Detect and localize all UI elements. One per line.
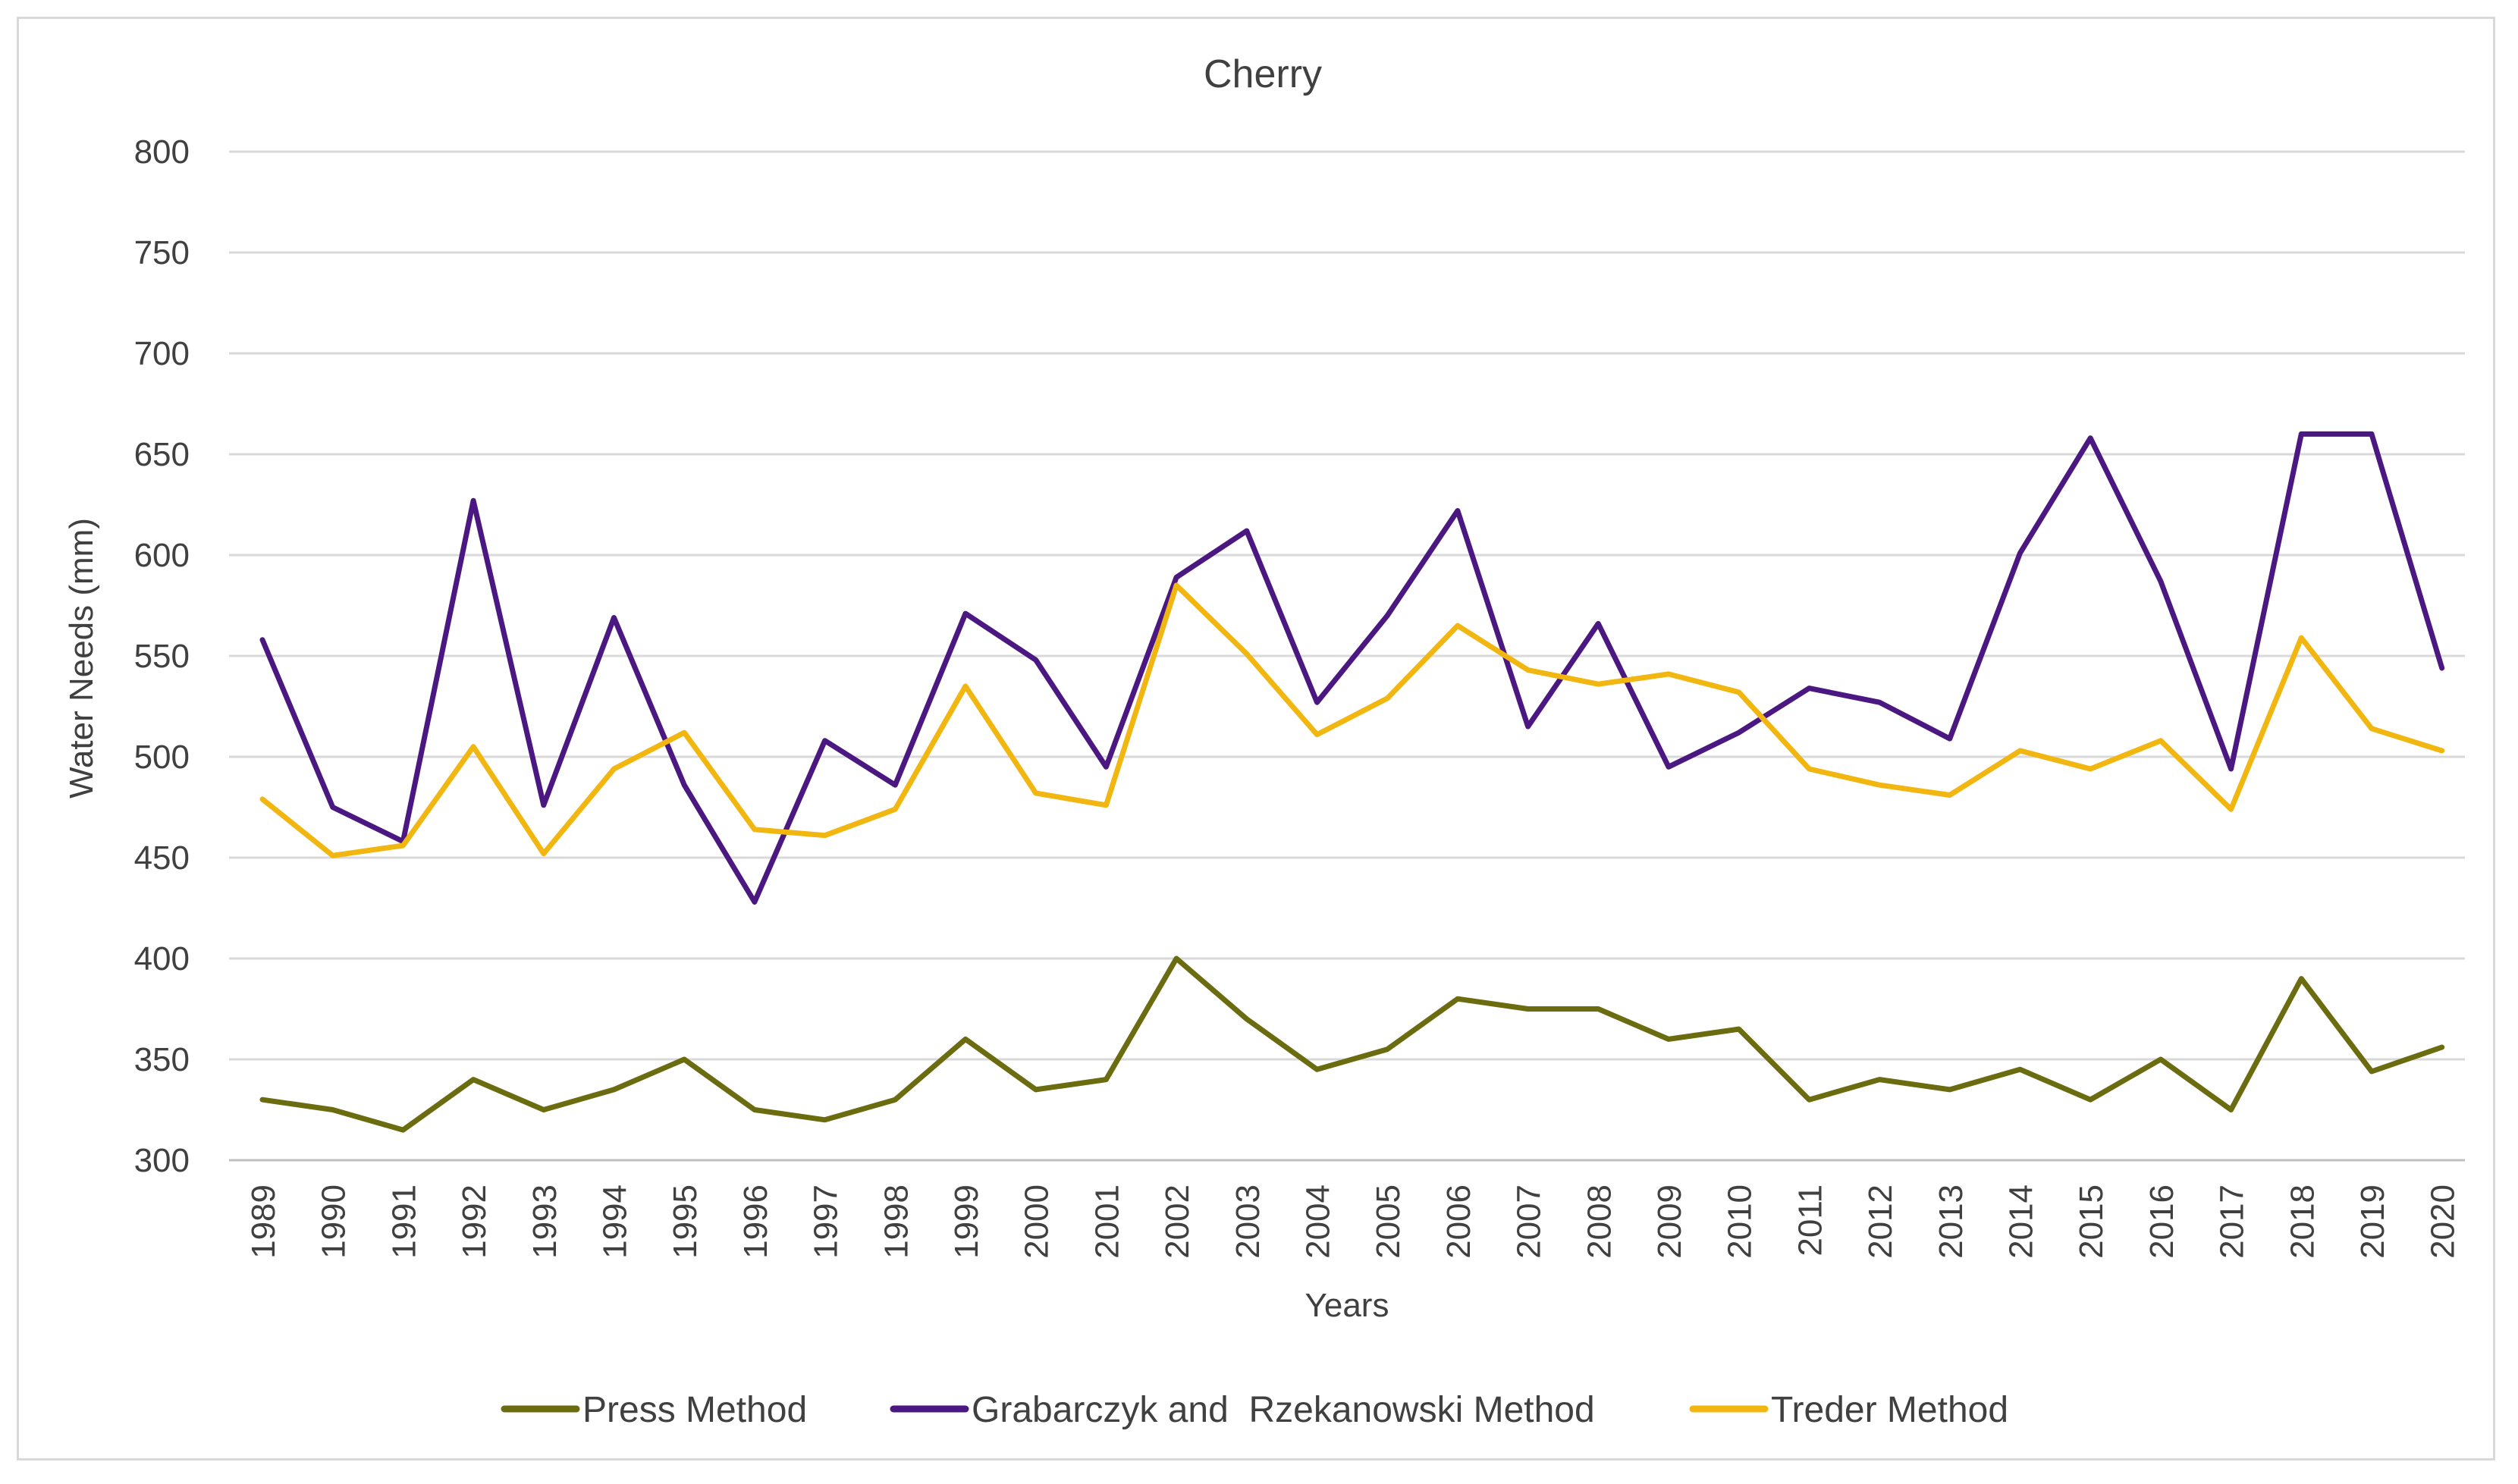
x-tick-label: 2020 bbox=[2425, 1184, 2462, 1259]
x-tick-label: 2005 bbox=[1370, 1184, 1407, 1259]
gridlines bbox=[229, 150, 2465, 1061]
series-line-2 bbox=[259, 582, 2445, 858]
y-tick-label: 450 bbox=[134, 839, 190, 877]
y-tick-label: 350 bbox=[134, 1041, 190, 1078]
y-tick-label: 750 bbox=[134, 234, 190, 271]
x-tick-label: 1995 bbox=[667, 1184, 704, 1259]
legend-label-0: Press Method bbox=[582, 1390, 807, 1430]
x-tick-label: 2010 bbox=[1722, 1184, 1759, 1259]
legend-label-2: Treder Method bbox=[1771, 1390, 2008, 1430]
x-tick-label: 1999 bbox=[948, 1184, 985, 1259]
x-tick-label: 2008 bbox=[1581, 1184, 1618, 1259]
x-tick-label: 2000 bbox=[1019, 1184, 1056, 1259]
x-tick-label: 2016 bbox=[2143, 1184, 2180, 1259]
x-tick-label: 1996 bbox=[737, 1184, 774, 1259]
x-tick-label: 2013 bbox=[1932, 1184, 1970, 1259]
y-tick-label: 600 bbox=[134, 537, 190, 574]
x-tick-label: 2004 bbox=[1300, 1184, 1337, 1259]
legend-label-1: Grabarczyk and Rzekanowski Method bbox=[972, 1390, 1595, 1430]
y-axis-label: Water Needs (mm) bbox=[63, 518, 100, 798]
x-tick-label: 2001 bbox=[1088, 1184, 1126, 1259]
x-tick-label: 2003 bbox=[1229, 1184, 1267, 1259]
x-tick-label: 1993 bbox=[526, 1184, 564, 1259]
y-tick-label: 700 bbox=[134, 335, 190, 372]
x-tick-label: 2012 bbox=[1862, 1184, 1899, 1259]
x-tick-label: 1998 bbox=[878, 1184, 915, 1259]
legend: Press Method Grabarczyk and Rzekanowski M… bbox=[501, 1390, 2008, 1430]
x-tick-label: 2018 bbox=[2284, 1184, 2321, 1259]
series-line-1 bbox=[259, 431, 2445, 905]
y-tick-label: 800 bbox=[134, 133, 190, 171]
x-tick-label: 2011 bbox=[1791, 1184, 1829, 1257]
x-tick-label: 2017 bbox=[2214, 1184, 2251, 1259]
x-tick-label: 2014 bbox=[2003, 1184, 2040, 1259]
chart-title: Cherry bbox=[1204, 52, 1322, 96]
x-tick-label: 1992 bbox=[456, 1184, 493, 1259]
series-lines bbox=[259, 431, 2445, 1133]
x-axis-ticks: 1989 1990 1991 1992 1993 1994 1995 1996 1997 1998… bbox=[245, 1184, 2462, 1259]
x-tick-label: 1997 bbox=[808, 1184, 845, 1259]
y-tick-label: 650 bbox=[134, 436, 190, 473]
x-tick-label: 1989 bbox=[245, 1184, 282, 1259]
y-axis-ticks: 300 350 400 450 500 550 600 650 700 750 800 bbox=[134, 133, 190, 1179]
x-tick-label: 1990 bbox=[316, 1184, 353, 1259]
series-line-0 bbox=[259, 955, 2445, 1133]
y-tick-label: 550 bbox=[134, 638, 190, 675]
chart-frame bbox=[17, 17, 2495, 1460]
x-tick-label: 1994 bbox=[597, 1184, 634, 1259]
y-tick-label: 300 bbox=[134, 1142, 190, 1179]
x-tick-label: 2009 bbox=[1651, 1184, 1688, 1259]
x-tick-label: 2002 bbox=[1159, 1184, 1196, 1259]
x-tick-label: 2007 bbox=[1511, 1184, 1548, 1259]
x-tick-label: 2019 bbox=[2354, 1184, 2391, 1259]
x-tick-label: 1991 bbox=[385, 1184, 422, 1259]
x-tick-label: 2006 bbox=[1440, 1184, 1477, 1259]
y-tick-label: 500 bbox=[134, 739, 190, 776]
x-tick-label: 2015 bbox=[2073, 1184, 2110, 1259]
y-tick-label: 400 bbox=[134, 940, 190, 977]
x-axis-label: Years bbox=[1305, 1287, 1389, 1324]
